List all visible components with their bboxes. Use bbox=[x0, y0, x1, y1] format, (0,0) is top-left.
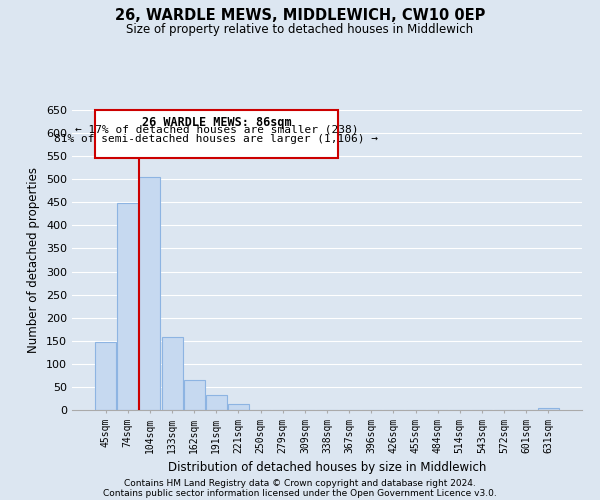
Bar bbox=[118, 203, 139, 410]
Bar bbox=[228, 404, 249, 410]
Text: 26, WARDLE MEWS, MIDDLEWICH, CW10 0EP: 26, WARDLE MEWS, MIDDLEWICH, CW10 0EP bbox=[115, 8, 485, 22]
Bar bbox=[161, 337, 182, 410]
Text: 81% of semi-detached houses are larger (1,106) →: 81% of semi-detached houses are larger (… bbox=[55, 134, 379, 144]
Bar bbox=[139, 177, 160, 410]
Text: Size of property relative to detached houses in Middlewich: Size of property relative to detached ho… bbox=[127, 22, 473, 36]
Bar bbox=[95, 110, 338, 158]
Bar bbox=[95, 342, 116, 410]
Text: ← 17% of detached houses are smaller (238): ← 17% of detached houses are smaller (23… bbox=[74, 125, 358, 135]
Y-axis label: Number of detached properties: Number of detached properties bbox=[28, 167, 40, 353]
Bar bbox=[206, 395, 227, 410]
Text: 26 WARDLE MEWS: 86sqm: 26 WARDLE MEWS: 86sqm bbox=[142, 116, 291, 128]
Bar bbox=[538, 408, 559, 410]
X-axis label: Distribution of detached houses by size in Middlewich: Distribution of detached houses by size … bbox=[168, 461, 486, 474]
Text: Contains HM Land Registry data © Crown copyright and database right 2024.: Contains HM Land Registry data © Crown c… bbox=[124, 478, 476, 488]
Text: Contains public sector information licensed under the Open Government Licence v3: Contains public sector information licen… bbox=[103, 488, 497, 498]
Bar bbox=[184, 380, 205, 410]
